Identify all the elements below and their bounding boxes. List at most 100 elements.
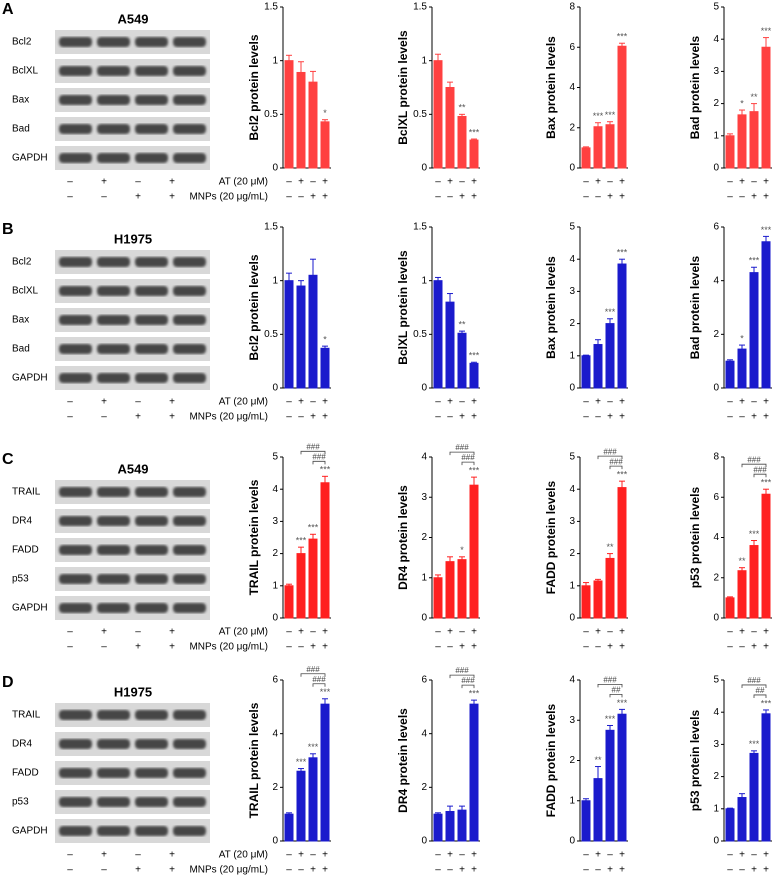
blot-band [173,603,206,613]
bar [737,114,747,169]
condition-mark: + [471,192,477,203]
y-axis-label: DR4 protein levels [396,485,410,590]
bar [284,280,294,389]
condition-label: AT (20 μM) [219,627,268,638]
condition-mark: – [435,627,441,638]
blot-band [173,487,206,497]
condition-mark: + [310,412,316,423]
condition-mark: + [763,397,769,408]
blot-condition-mark: – [135,850,141,861]
significance: *** [605,110,616,120]
y-tick-label: 1 [569,795,575,806]
condition-mark: – [751,850,757,861]
blot-condition-mark: + [169,627,175,638]
bar [749,111,759,169]
panel-letter: C [2,451,14,468]
comparison-bracket [741,463,767,468]
bar [457,809,467,842]
blot-band [97,768,130,778]
y-tick-label: 2 [421,782,427,793]
cell-line: H1975 [114,684,152,699]
blot-condition-mark: + [135,192,141,203]
condition-mark: – [435,865,441,875]
bar [469,484,479,619]
condition-mark: – [751,177,757,188]
comparison-label: ### [747,455,761,464]
condition-mark: – [595,865,601,875]
condition-mark: + [763,865,769,875]
y-tick-label: 0 [713,163,719,174]
condition-mark: + [298,397,304,408]
blot-band [135,66,168,76]
blot-condition-mark: – [135,397,141,408]
condition-mark: + [763,177,769,188]
condition-mark: – [739,642,745,653]
y-tick-label: 1.5 [264,2,278,13]
condition-mark: + [595,397,601,408]
condition-mark: – [607,177,613,188]
condition-mark: + [763,850,769,861]
comparison-bracket [597,683,623,688]
blot-band [97,487,130,497]
condition-mark: – [298,642,304,653]
bar [284,813,294,842]
blot-band [59,373,92,383]
blot-band [59,545,92,555]
significance: *** [308,742,319,752]
blot-band [97,739,130,749]
y-tick-label: 1 [569,580,575,591]
y-tick-label: 0.5 [413,109,427,120]
condition-mark: – [286,192,292,203]
bar [761,46,771,169]
condition-mark: – [727,850,733,861]
y-tick-label: 5 [713,675,719,686]
condition-mark: + [751,865,757,875]
condition-mark: – [286,177,292,188]
blot-condition-mark: – [67,412,73,423]
y-axis-label: BclXL protein levels [396,30,410,145]
significance: *** [761,478,772,488]
y-tick-label: 2 [713,329,719,340]
significance: * [740,333,744,343]
blot-band [173,344,206,354]
blot-band [173,516,206,526]
blot-condition-mark: – [67,627,73,638]
condition-mark: + [310,642,316,653]
bar [737,797,747,842]
bar [433,280,443,389]
significance: *** [605,714,616,724]
significance: *** [320,687,331,697]
y-tick-label: 1 [421,275,427,286]
y-axis-label: Bcl2 protein levels [247,254,261,360]
comparison-label: ### [312,452,326,461]
condition-mark: – [595,642,601,653]
condition-mark: + [763,627,769,638]
condition-mark: – [459,627,465,638]
y-axis-label: Bad protein levels [688,255,702,359]
condition-mark: + [751,642,757,653]
blot-band [97,516,130,526]
significance: ** [738,556,746,566]
blot-band [59,286,92,296]
blot-band [173,545,206,555]
blot-band [59,95,92,105]
condition-mark: – [595,192,601,203]
blot-band [97,315,130,325]
condition-mark: – [583,865,589,875]
blot-label: Bad [12,344,30,355]
bar [469,362,479,389]
bar [320,703,330,842]
y-tick-label: 6 [421,675,427,686]
comparison-label: ### [455,443,469,452]
significance: *** [617,698,628,708]
bar [749,272,759,389]
y-tick-label: 1 [272,275,278,286]
comparison-bracket [753,473,767,478]
y-tick-label: 3 [569,516,575,527]
condition-mark: – [583,627,589,638]
blot-condition-mark: – [101,412,107,423]
significance: *** [617,32,628,42]
y-tick-label: 4 [713,275,719,286]
bar [457,115,467,169]
significance: * [460,545,464,555]
